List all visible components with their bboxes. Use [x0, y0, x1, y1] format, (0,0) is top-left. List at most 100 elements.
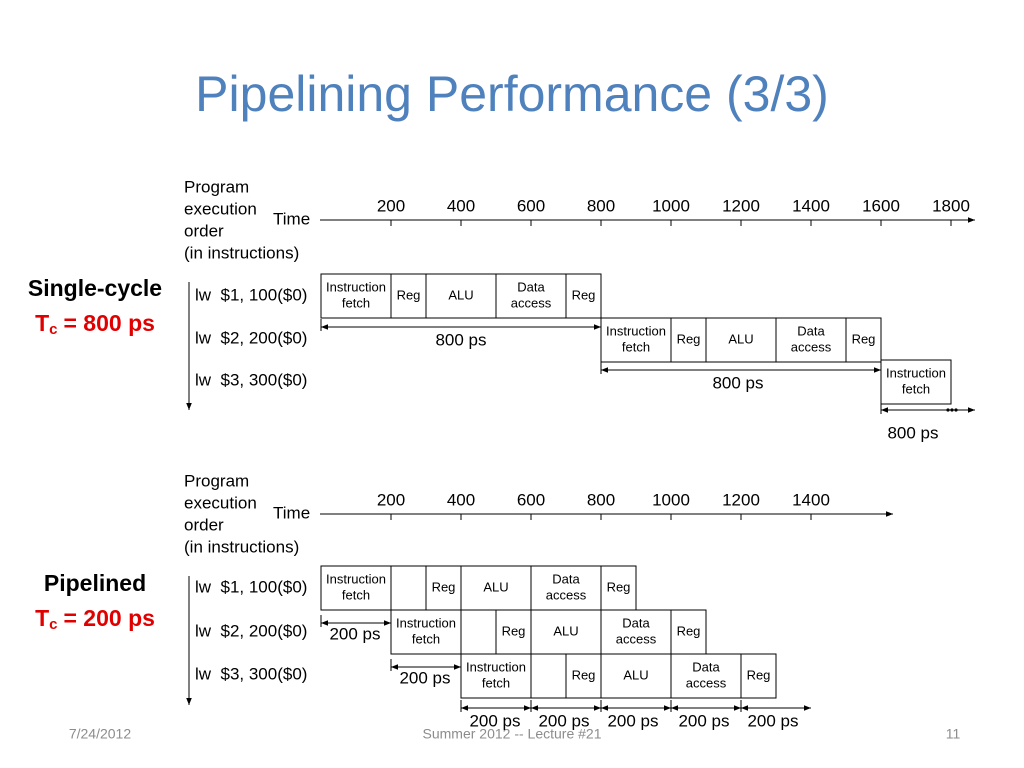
time-tick-label: 1400 [792, 196, 830, 215]
stage-gap [460, 609, 497, 655]
stage-label: fetch [342, 587, 370, 602]
cycle-time-value: = 200 ps [63, 605, 154, 631]
order-label: execution [184, 493, 257, 512]
duration-label: 200 ps [399, 668, 450, 687]
instruction: lw $2, 200($0) [195, 621, 307, 640]
continuation-dot [946, 408, 950, 412]
stage-box [565, 653, 602, 699]
duration-label: 200 ps [469, 711, 520, 730]
stage-label: Instruction [396, 615, 456, 630]
stage-label: access [686, 675, 727, 690]
time-tick-label: 1200 [722, 490, 760, 509]
section-label: Single-cycle [28, 275, 162, 301]
stage-label: ALU [728, 331, 753, 346]
cycle-time: Tc = 200 ps [35, 605, 155, 633]
stage-label: ALU [623, 667, 648, 682]
stage-box [740, 653, 777, 699]
time-tick-label: 1000 [652, 490, 690, 509]
stage-label: Reg [747, 667, 771, 682]
stage-label: access [616, 631, 657, 646]
stage-box [880, 359, 952, 405]
stage-box [495, 609, 532, 655]
stage-box [565, 273, 602, 319]
stage-box [705, 317, 777, 363]
stage-box [845, 317, 882, 363]
time-tick-label: 600 [517, 490, 545, 509]
stage-label: fetch [902, 381, 930, 396]
cycle-time-value: = 800 ps [63, 310, 154, 336]
stage-label: Reg [432, 579, 456, 594]
instruction: lw $3, 300($0) [195, 664, 307, 683]
stage-label: fetch [482, 675, 510, 690]
continuation-dot [950, 408, 954, 412]
stage-box [775, 317, 847, 363]
time-tick-label: 1400 [792, 490, 830, 509]
time-tick-label: 1000 [652, 196, 690, 215]
stage-box [600, 609, 672, 655]
stage-label: fetch [622, 339, 650, 354]
duration-label: 200 ps [678, 711, 729, 730]
duration-label: 200 ps [607, 711, 658, 730]
cycle-time-subscript: c [49, 616, 57, 633]
stage-label: Data [797, 323, 825, 338]
stage-label: Reg [677, 623, 701, 638]
stage-label: access [511, 295, 552, 310]
stage-box [425, 273, 497, 319]
order-label: Program [184, 471, 249, 490]
stage-label: ALU [553, 623, 578, 638]
duration-label: 800 ps [712, 373, 763, 392]
order-label: execution [184, 199, 257, 218]
stage-label: ALU [483, 579, 508, 594]
stage-label: Instruction [606, 323, 666, 338]
slide-title: Pipelining Performance (3/3) [195, 66, 829, 122]
duration-label: 800 ps [887, 423, 938, 442]
time-tick-label: 800 [587, 196, 615, 215]
stage-gap [390, 565, 427, 611]
stage-label: access [546, 587, 587, 602]
stage-box [600, 565, 637, 611]
stage-label: Reg [607, 579, 631, 594]
time-tick-label: 200 [377, 490, 405, 509]
stage-label: Data [517, 279, 545, 294]
order-label: order [184, 515, 224, 534]
stage-label: Instruction [466, 659, 526, 674]
stage-label: Data [622, 615, 650, 630]
time-tick-label: 1800 [932, 196, 970, 215]
cycle-time: Tc = 800 ps [35, 310, 155, 338]
footer-center: Summer 2012 -- Lecture #21 [423, 726, 602, 742]
stage-label: Reg [852, 331, 876, 346]
time-tick-label: 1200 [722, 196, 760, 215]
instruction: lw $2, 200($0) [195, 328, 307, 347]
stage-label: Reg [677, 331, 701, 346]
instruction: lw $1, 100($0) [195, 285, 307, 304]
stage-box [600, 653, 672, 699]
stage-label: Instruction [886, 365, 946, 380]
order-label: Program [184, 177, 249, 196]
stage-box [530, 609, 602, 655]
time-tick-label: 1600 [862, 196, 900, 215]
stage-box [390, 273, 427, 319]
continuation-dot [954, 408, 958, 412]
duration-label: 200 ps [329, 624, 380, 643]
stage-box [670, 653, 742, 699]
stage-gap [530, 653, 567, 699]
stage-box [530, 565, 602, 611]
footer-page: 11 [946, 726, 961, 742]
order-label: order [184, 221, 224, 240]
stage-label: Reg [572, 667, 596, 682]
duration-label: 800 ps [435, 330, 486, 349]
time-label: Time [273, 209, 310, 228]
stage-label: Instruction [326, 279, 386, 294]
stage-label: Data [692, 659, 720, 674]
order-label: (in instructions) [184, 537, 299, 556]
stage-label: fetch [342, 295, 370, 310]
time-tick-label: 800 [587, 490, 615, 509]
cycle-time-symbol: T [35, 310, 49, 336]
stage-label: Reg [502, 623, 526, 638]
cycle-time-symbol: T [35, 605, 49, 631]
stage-box [460, 653, 532, 699]
section-label: Pipelined [44, 570, 146, 596]
stage-box [670, 317, 707, 363]
stage-box [495, 273, 567, 319]
